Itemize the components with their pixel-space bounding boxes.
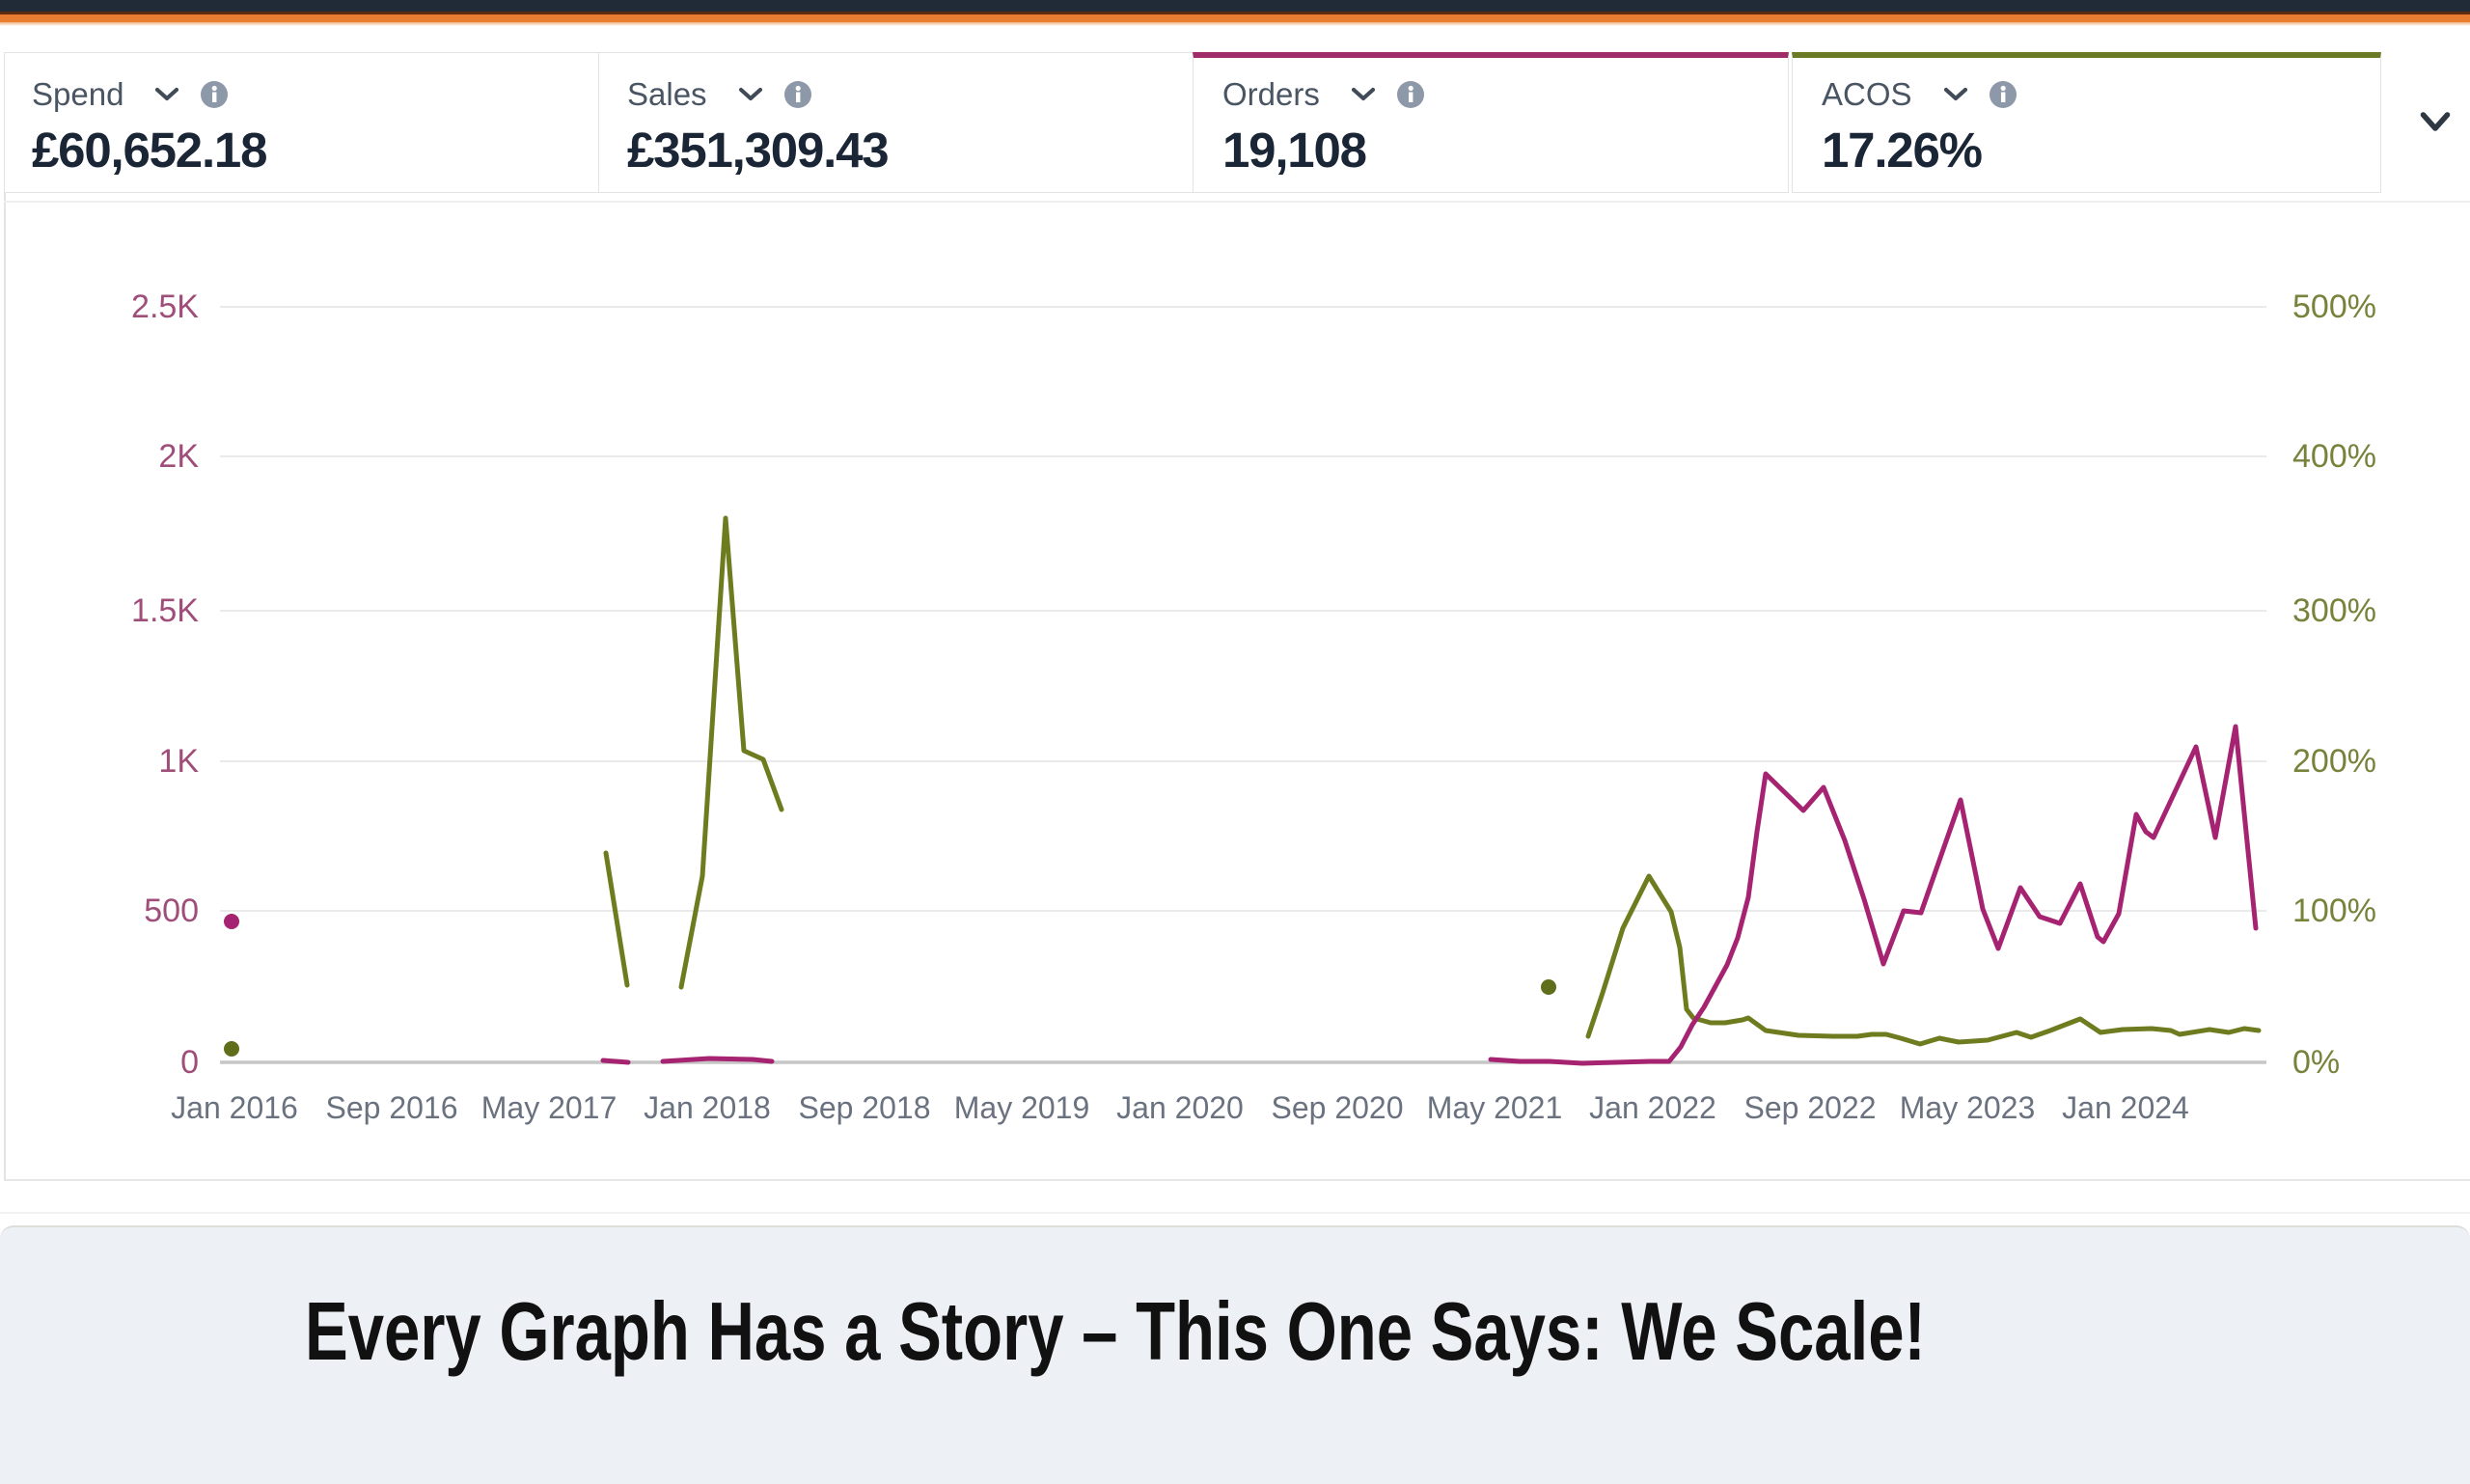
- svg-text:400%: 400%: [2292, 438, 2376, 475]
- svg-text:200%: 200%: [2292, 743, 2376, 780]
- svg-text:Jan 2022: Jan 2022: [1589, 1090, 1716, 1125]
- svg-text:Sep 2022: Sep 2022: [1743, 1090, 1876, 1125]
- svg-text:1K: 1K: [158, 743, 199, 780]
- svg-text:Sep 2016: Sep 2016: [325, 1090, 457, 1125]
- svg-text:May 2023: May 2023: [1900, 1090, 2036, 1125]
- svg-text:500%: 500%: [2292, 289, 2376, 325]
- svg-text:2.5K: 2.5K: [131, 289, 199, 325]
- svg-text:Sep 2020: Sep 2020: [1271, 1090, 1403, 1125]
- svg-text:100%: 100%: [2292, 893, 2376, 929]
- svg-text:Sep 2018: Sep 2018: [798, 1090, 930, 1125]
- svg-text:300%: 300%: [2292, 592, 2376, 629]
- svg-text:May 2019: May 2019: [954, 1090, 1090, 1125]
- svg-text:0: 0: [180, 1044, 199, 1081]
- svg-text:Jan 2020: Jan 2020: [1116, 1090, 1244, 1125]
- svg-text:500: 500: [144, 893, 199, 929]
- svg-text:0%: 0%: [2292, 1044, 2340, 1081]
- svg-text:Jan 2024: Jan 2024: [2062, 1090, 2189, 1125]
- svg-text:1.5K: 1.5K: [131, 592, 199, 629]
- svg-text:May 2017: May 2017: [481, 1090, 618, 1125]
- svg-text:2K: 2K: [158, 438, 199, 475]
- svg-text:Jan 2018: Jan 2018: [644, 1090, 771, 1125]
- svg-text:Jan 2016: Jan 2016: [171, 1090, 298, 1125]
- svg-text:May 2021: May 2021: [1427, 1090, 1563, 1125]
